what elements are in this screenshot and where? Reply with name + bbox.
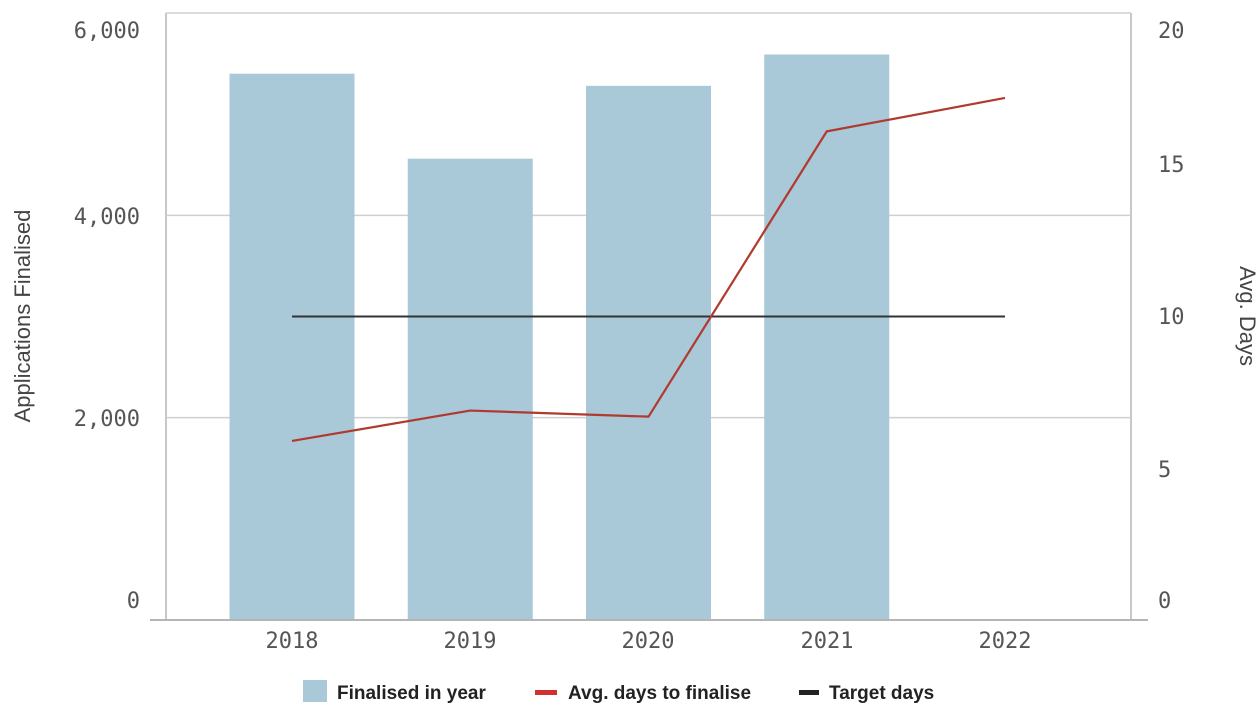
bar: [586, 85, 711, 621]
y2-tick-label: 15: [1158, 153, 1185, 178]
y2-tick-label: 20: [1158, 19, 1185, 44]
legend-label: Finalised in year: [337, 683, 486, 704]
legend-label: Target days: [829, 683, 934, 704]
y-axis-title: Applications Finalised: [10, 210, 35, 423]
x-tick-label: 2021: [801, 629, 854, 654]
y-tick-label: 0: [127, 589, 140, 614]
y-tick-label: 2,000: [74, 407, 140, 432]
y2-tick-label: 5: [1158, 458, 1171, 483]
bar: [764, 54, 890, 620]
y2-tick-label: 0: [1158, 589, 1171, 614]
legend-swatch-target-days: [799, 690, 819, 695]
legend: Finalised in year Avg. days to finalise …: [303, 680, 934, 704]
y-tick-label: 4,000: [74, 205, 140, 230]
bar: [229, 73, 355, 620]
bar: [407, 158, 533, 620]
bar-series: [229, 54, 890, 621]
legend-label: Avg. days to finalise: [568, 683, 751, 704]
x-tick-label: 2018: [266, 629, 319, 654]
x-tick-label: 2019: [444, 629, 497, 654]
y2-axis-title: Avg. Days: [1235, 266, 1260, 366]
legend-swatch-avg-days: [535, 690, 557, 695]
x-tick-label: 2020: [622, 629, 675, 654]
line-series: [291, 96, 1006, 443]
x-tick-label: 2022: [979, 629, 1032, 654]
avg-days-line: [291, 96, 1006, 443]
y2-tick-label: 10: [1158, 305, 1185, 330]
legend-swatch-finalised: [303, 680, 327, 702]
y-tick-label: 6,000: [74, 19, 140, 44]
